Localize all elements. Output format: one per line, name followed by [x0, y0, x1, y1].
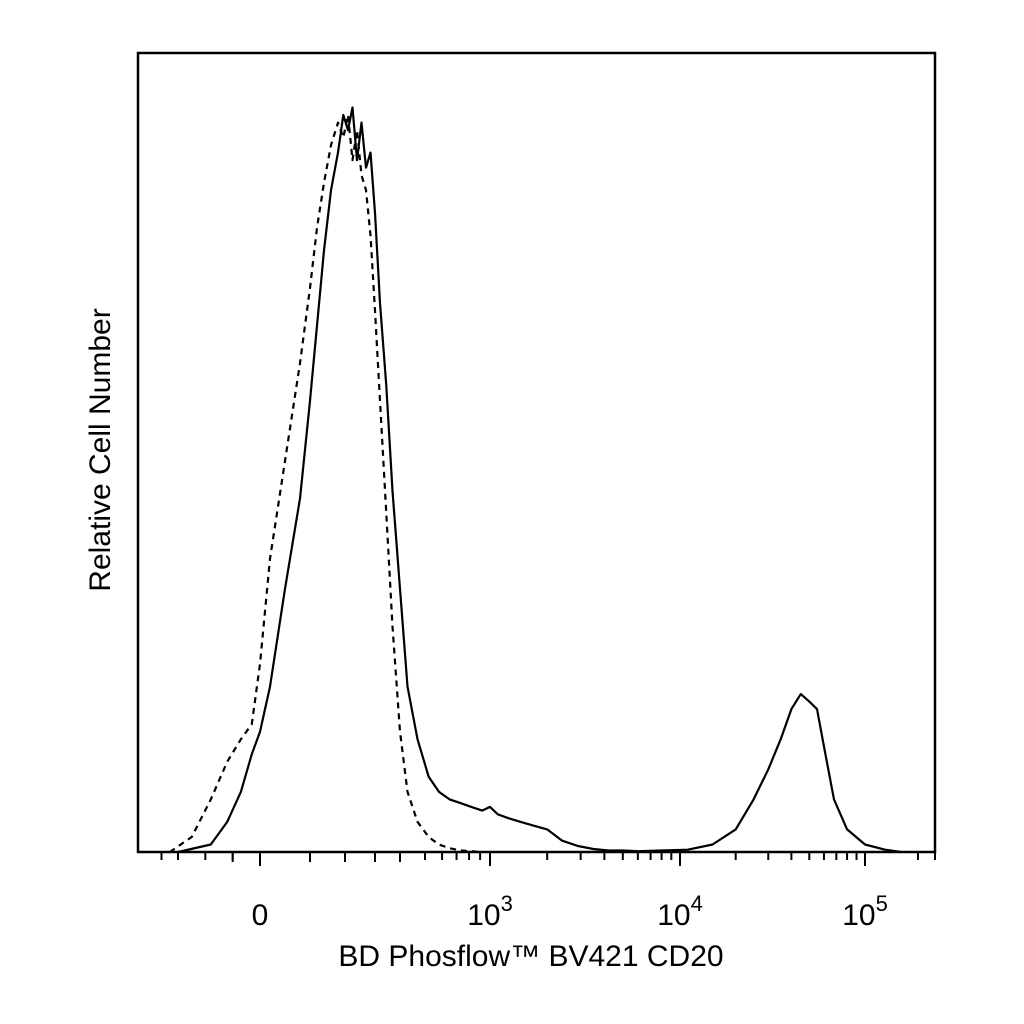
series-solid-line [177, 106, 902, 854]
x-tick-label: 104 [657, 891, 703, 932]
x-axis-tick-labels: 0 103 104 105 [252, 891, 888, 932]
plot-frame [136, 51, 937, 854]
series-layer [169, 106, 902, 854]
y-axis-label: Relative Cell Number [84, 308, 117, 591]
x-axis-label: BD Phosflow™ BV421 CD20 [338, 940, 723, 973]
x-axis-ticks [160, 852, 936, 866]
x-tick-label: 105 [842, 891, 888, 932]
series-dashed-line [169, 113, 481, 854]
x-tick-label: 103 [467, 891, 513, 932]
x-tick-label: 0 [252, 899, 269, 932]
